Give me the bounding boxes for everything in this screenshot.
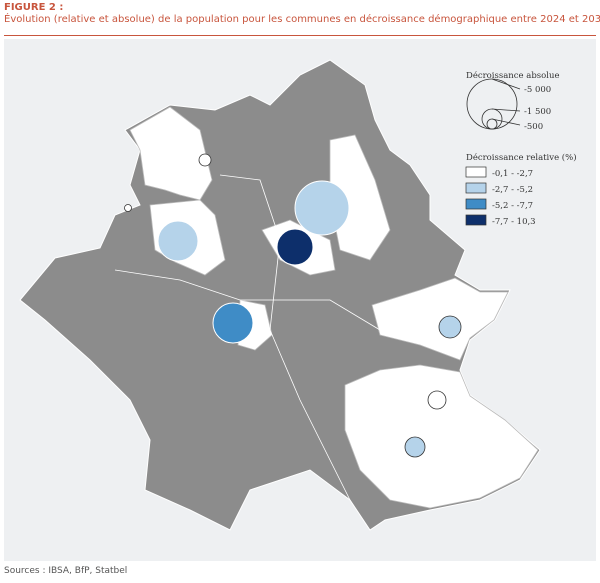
symbol-lightblue bbox=[438, 315, 462, 339]
legend-label-2: -2,7 - -5,2 bbox=[492, 185, 533, 195]
symbol-lightblue bbox=[157, 220, 199, 262]
legend-abs-500: -500 bbox=[524, 122, 543, 132]
figure-label: FIGURE 2 : bbox=[4, 2, 64, 13]
commune-white-se bbox=[344, 364, 539, 509]
legend-swatch-2 bbox=[465, 182, 487, 194]
symbol-lightblue bbox=[294, 180, 350, 236]
legend-abs-1500: -1 500 bbox=[524, 107, 551, 117]
legend-relative-title: Décroissance relative (%) bbox=[466, 152, 577, 163]
title-divider bbox=[4, 35, 596, 36]
sources: Sources : IBSA, BfP, Statbel bbox=[4, 566, 128, 576]
legend-abs-5000: -5 000 bbox=[524, 85, 551, 95]
figure-title: Évolution (relative et absolue) de la po… bbox=[4, 14, 600, 25]
legend-label-1: -0,1 - -2,7 bbox=[492, 169, 533, 179]
commune-border bbox=[114, 269, 381, 331]
symbol-white bbox=[124, 204, 132, 212]
commune-white-e bbox=[371, 277, 509, 361]
symbol-darkblue bbox=[276, 228, 314, 266]
legend: Décroissance absolue -5 000 -1 500 -500 … bbox=[465, 70, 577, 227]
legend-label-3: -5,2 - -7,7 bbox=[492, 201, 533, 211]
symbol-white bbox=[427, 390, 447, 410]
commune-border bbox=[219, 174, 351, 501]
symbol-white bbox=[198, 153, 212, 167]
symbol-lightblue bbox=[404, 436, 426, 458]
commune-white-nw bbox=[129, 106, 213, 201]
legend-swatch-3 bbox=[465, 198, 487, 210]
legend-swatch-4 bbox=[465, 214, 487, 226]
legend-label-4: -7,7 - 10,3 bbox=[492, 217, 536, 227]
legend-swatch-1 bbox=[465, 166, 487, 178]
symbol-mediumblue bbox=[212, 302, 254, 344]
legend-absolute-title: Décroissance absolue bbox=[466, 70, 559, 81]
